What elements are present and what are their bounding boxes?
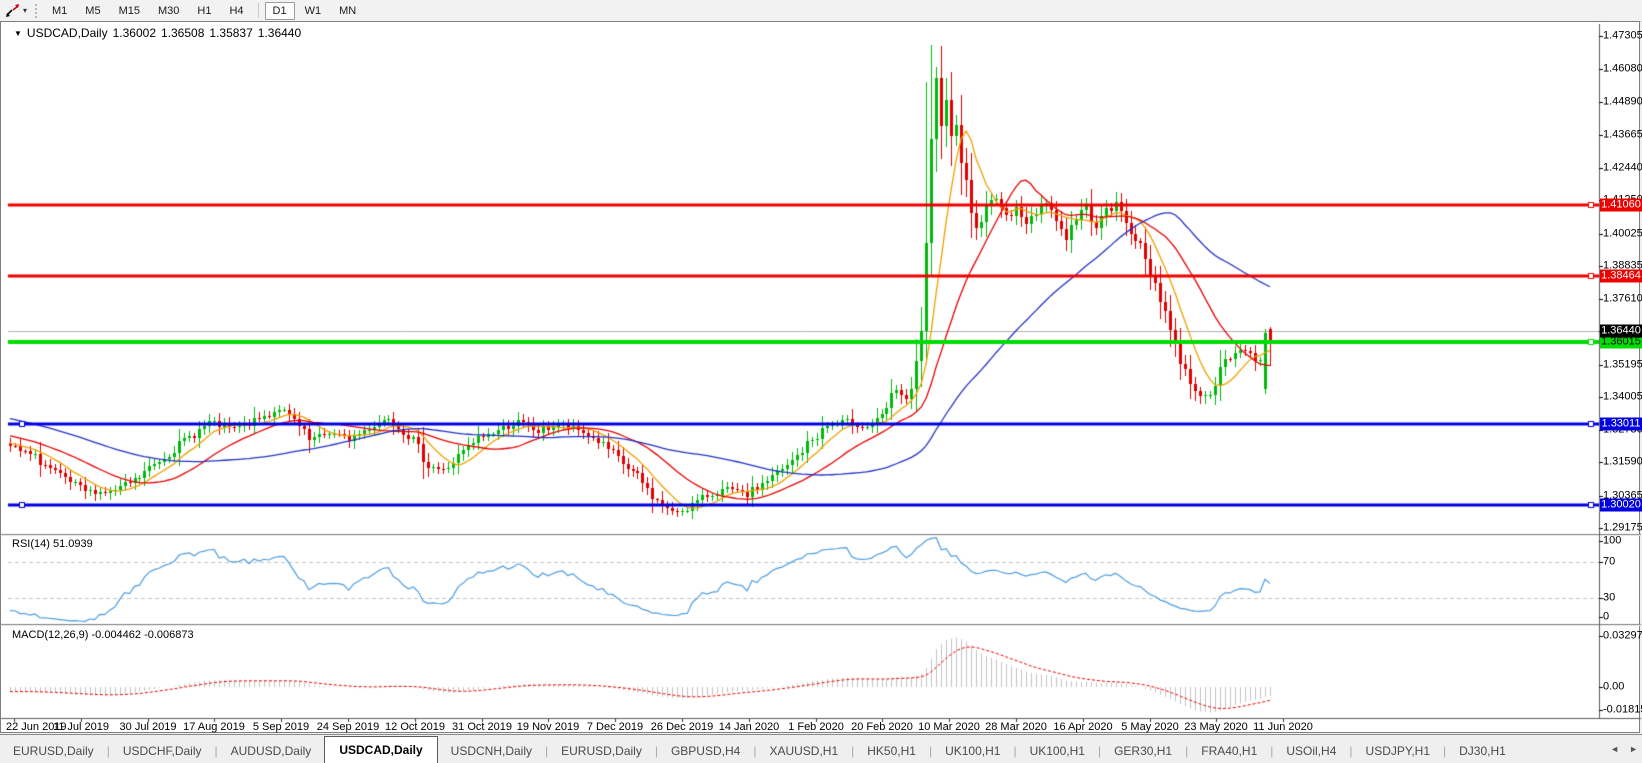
toolbar-separator — [257, 3, 259, 18]
date-axis-label: 31 Oct 2019 — [452, 721, 512, 733]
price-axis-tick: 1.31590 — [1603, 455, 1642, 468]
chart-tab-usdcad-daily[interactable]: USDCAD,Daily — [324, 736, 438, 763]
price-axis-tick: 1.29175 — [1603, 521, 1642, 534]
macd-axis-tick: 0.00 — [1603, 680, 1625, 693]
chart-tab-usoil-h4[interactable]: USOil,H4 — [1286, 744, 1337, 758]
tab-scroll-left-icon[interactable]: ◄ — [1610, 744, 1620, 754]
rsi-axis-tick: 30 — [1603, 591, 1616, 604]
symbol-period-label: USDCAD,Daily — [26, 26, 108, 40]
price-axis-tick: 1.46080 — [1603, 62, 1642, 75]
timeframe-button-h4[interactable]: H4 — [229, 4, 244, 17]
date-axis-label: 30 Jul 2019 — [119, 721, 177, 733]
date-axis-label: 1 Feb 2020 — [788, 721, 844, 733]
ohlc-close: 1.36440 — [257, 26, 302, 40]
current-price-label: 1.36440 — [1600, 324, 1642, 338]
chart-title: ▼ USDCAD,Daily 1.36002 1.36508 1.35837 1… — [14, 26, 301, 40]
timeframe-button-h1[interactable]: H1 — [197, 4, 212, 17]
chart-tab-fra40-h1[interactable]: FRA40,H1 — [1201, 744, 1258, 758]
date-axis-label: 23 May 2020 — [1184, 721, 1248, 733]
timeframe-button-m30[interactable]: M30 — [157, 4, 180, 17]
chart-tab-dj30-h1[interactable]: DJ30,H1 — [1459, 744, 1506, 758]
hline-price-label: 1.38464 — [1600, 269, 1642, 283]
chart-tab-usdjpy-h1[interactable]: USDJPY,H1 — [1365, 744, 1431, 758]
price-axis-tick: 1.35195 — [1603, 358, 1642, 371]
macd-axis-tick: 0.032972 — [1603, 629, 1642, 642]
date-axis-label: 24 Sep 2019 — [316, 721, 380, 733]
price-axis-tick: 1.42440 — [1603, 161, 1642, 174]
timeframe-button-mn[interactable]: MN — [339, 4, 357, 17]
date-axis-label: 28 Mar 2020 — [985, 721, 1047, 733]
chart-tab-gbpusd-h4[interactable]: GBPUSD,H4 — [670, 744, 741, 758]
chart-tab-eurusd-daily[interactable]: EURUSD,Daily — [13, 744, 94, 758]
timeframe-button-m15[interactable]: M15 — [118, 4, 140, 17]
date-axis-label: 5 Sep 2019 — [252, 721, 310, 733]
rsi-axis-tick: 100 — [1603, 534, 1622, 547]
price-axis-tick: 1.40025 — [1603, 227, 1642, 240]
date-axis-label: 11 Jun 2020 — [1253, 721, 1313, 733]
chart-tab-audusd-daily[interactable]: AUDUSD,Daily — [230, 744, 312, 758]
price-axis-tick: 1.47305 — [1603, 29, 1642, 42]
macd-axis-tick: -0.018154 — [1603, 703, 1642, 716]
hline-price-label: 1.41060 — [1600, 198, 1642, 212]
chart-tab-eurusd-daily[interactable]: EURUSD,Daily — [561, 744, 642, 758]
date-axis-label: 16 Apr 2020 — [1053, 721, 1113, 733]
timeframe-toolbar: ▾ M1 M5 M15 M30 H1 H4 D1 W1 MN — [0, 0, 1642, 22]
chart-tab-usdchf-daily[interactable]: USDCHF,Daily — [122, 744, 202, 758]
chart-tab-usdcnh-daily[interactable]: USDCNH,Daily — [450, 744, 533, 758]
timeframe-button-w1[interactable]: W1 — [304, 4, 322, 17]
ohlc-high: 1.36508 — [161, 26, 205, 40]
date-axis-label: 7 Dec 2019 — [586, 721, 644, 733]
hline-price-label: 1.33011 — [1600, 417, 1642, 431]
date-axis-label: 10 Mar 2020 — [918, 721, 980, 733]
timeframe-button-m5[interactable]: M5 — [85, 4, 101, 17]
macd-label: MACD(12,26,9) -0.004462 -0.006873 — [12, 629, 194, 641]
chart-tab-xauusd-h1[interactable]: XAUUSD,H1 — [769, 744, 839, 758]
rsi-label: RSI(14) 51.0939 — [12, 538, 93, 550]
price-axis-tick: 1.34005 — [1603, 390, 1642, 403]
date-axis-label: 5 May 2020 — [1121, 721, 1179, 733]
rsi-axis-tick: 70 — [1603, 555, 1616, 568]
chart-window[interactable] — [0, 21, 1640, 733]
date-axis-label: 11 Jul 2019 — [52, 721, 110, 733]
chart-tab-uk100-h1[interactable]: UK100,H1 — [1029, 744, 1085, 758]
timeframe-button-m1[interactable]: M1 — [52, 4, 68, 17]
timeframe-button-d1[interactable]: D1 — [264, 1, 295, 20]
chart-tab-hk50-h1[interactable]: HK50,H1 — [867, 744, 916, 758]
chart-tab-uk100-h1[interactable]: UK100,H1 — [945, 744, 1001, 758]
ohlc-low: 1.35837 — [209, 26, 253, 40]
rsi-axis-tick: 0 — [1603, 610, 1610, 623]
ohlc-open: 1.36002 — [112, 26, 156, 40]
hline-price-label: 1.30020 — [1600, 498, 1642, 512]
date-axis-label: 20 Feb 2020 — [851, 721, 913, 733]
date-axis-label: 17 Aug 2019 — [183, 721, 245, 733]
date-axis-label: 26 Dec 2019 — [650, 721, 714, 733]
symbol-dropdown-icon[interactable]: ▼ — [14, 28, 22, 38]
date-axis-label: 12 Oct 2019 — [385, 721, 445, 733]
toolbar-grip[interactable] — [35, 3, 38, 18]
chart-cursor-icon[interactable] — [3, 3, 21, 18]
price-axis-tick: 1.44890 — [1603, 95, 1642, 108]
tab-scroll-buttons: ◄ ► — [1610, 744, 1638, 754]
date-axis-label: 14 Jan 2020 — [718, 721, 780, 733]
chart-tab-bar: EURUSD,Daily | USDCHF,Daily | AUDUSD,Daily US… — [0, 734, 1642, 763]
price-axis-tick: 1.37610 — [1603, 292, 1642, 305]
chevron-down-icon[interactable]: ▾ — [23, 6, 28, 15]
date-axis-label: 19 Nov 2019 — [516, 721, 580, 733]
chart-tab-ger30-h1[interactable]: GER30,H1 — [1114, 744, 1173, 758]
tab-scroll-right-icon[interactable]: ► — [1629, 744, 1638, 754]
price-axis-tick: 1.43665 — [1603, 128, 1642, 141]
